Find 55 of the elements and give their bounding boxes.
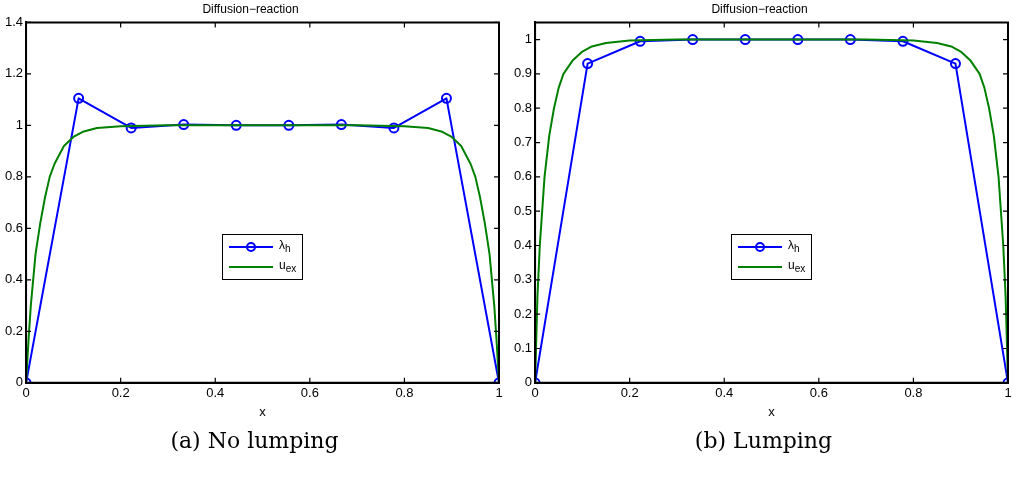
y-tick-label: 0.2 [513,305,533,321]
y-tick-label: 1.4 [4,13,24,29]
point [634,35,646,47]
y-tick-label: 0.5 [513,202,533,218]
text: (a) No lumping [169,428,340,453]
x-axis-title: x [259,403,267,419]
y-tick-label: 0 [524,374,533,390]
y-tick-label: 0.6 [4,219,24,235]
point [739,34,751,46]
x-tick-label: 0.4 [206,385,225,401]
point [949,58,961,70]
point [844,34,856,46]
point [582,58,594,70]
x-tick-label: 0.4 [715,385,734,401]
y-tick-label: 0.7 [513,134,533,150]
point [73,92,85,104]
legend-label: u$_{ex}$ [279,258,297,275]
x-tick-label: 0.2 [620,385,639,401]
point [178,119,190,131]
y-tick-label: 1 [15,116,24,132]
y-tick-label: 0.8 [513,99,533,115]
x-tick-label: 0.6 [300,385,319,401]
text: (b) Lumping [693,428,834,453]
x-tick-label: 1 [495,385,503,401]
y-tick-label: 0.8 [4,168,24,184]
x-tick-label: 1 [1004,385,1012,401]
chart-title: Diffusion−reaction [711,1,808,16]
x-tick-label: 0.6 [809,385,828,401]
x-tick-label: 0.8 [904,385,923,401]
legend-label: λ$_{h}$ [788,238,800,255]
y-tick-label: 0 [15,374,24,390]
y-tick-label: 0.4 [4,271,24,287]
legend-label: λ$_{h}$ [279,238,291,255]
y-tick-label: 1.2 [4,65,24,81]
point [897,35,909,47]
y-tick-label: 0.4 [513,237,533,253]
point [792,34,804,46]
point [125,122,137,134]
y-tick-label: 1 [524,31,533,47]
x-tick-label: 0.2 [111,385,130,401]
y-tick-label: 0.3 [513,271,533,287]
point [283,119,295,131]
point [687,34,699,46]
y-tick-label: 0.9 [513,65,533,81]
y-tick-label: 0.1 [513,340,533,356]
point [388,122,400,134]
y-tick-label: 0.2 [4,322,24,338]
x-tick-label: 0.8 [395,385,414,401]
point [440,92,452,104]
point [335,119,347,131]
y-tick-label: 0.6 [513,168,533,184]
point [230,119,242,131]
legend-label: u$_{ex}$ [788,258,806,275]
x-axis-title: x [768,403,776,419]
chart-title: Diffusion−reaction [202,1,299,16]
